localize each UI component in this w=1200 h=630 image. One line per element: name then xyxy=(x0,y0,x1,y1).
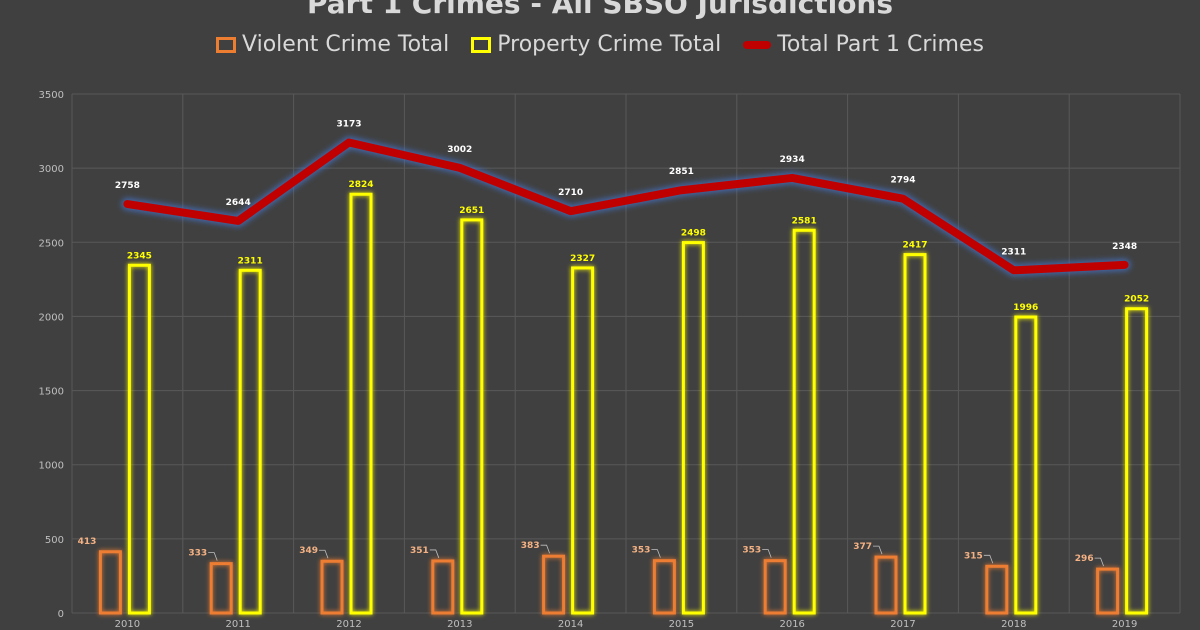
data-label-violent: 333 xyxy=(188,549,207,559)
bar-property xyxy=(127,263,151,615)
data-label-property: 2311 xyxy=(238,256,263,266)
legend-label-property: Property Crime Total xyxy=(497,32,722,57)
chart-title: Part 1 Crimes - All SBSO Jurisdictions xyxy=(306,0,894,20)
leader-line xyxy=(651,549,661,558)
data-label-violent: 315 xyxy=(964,551,983,561)
y-tick-label: 1000 xyxy=(39,461,64,472)
data-label-property: 2581 xyxy=(792,216,817,226)
y-tick-label: 2500 xyxy=(39,238,64,249)
data-label-property: 2327 xyxy=(570,254,595,264)
data-label-total: 2348 xyxy=(1112,242,1137,252)
data-label-violent: 377 xyxy=(853,542,872,552)
bar-property xyxy=(349,192,373,615)
bar-violent xyxy=(209,562,233,615)
leader-line xyxy=(319,549,329,559)
bar-violent xyxy=(874,555,898,615)
bar-property xyxy=(1014,315,1038,615)
bar-violent xyxy=(98,550,122,615)
bar-violent xyxy=(652,559,676,615)
data-label-violent: 353 xyxy=(742,546,761,556)
data-label-total: 2710 xyxy=(558,188,583,198)
data-label-total: 2794 xyxy=(890,176,915,186)
data-label-violent: 413 xyxy=(78,537,97,547)
data-label-total: 3002 xyxy=(447,145,472,155)
bar-property xyxy=(460,218,484,615)
x-tick-label: 2018 xyxy=(1001,619,1026,630)
x-tick-label: 2017 xyxy=(890,619,915,630)
y-tick-label: 2000 xyxy=(39,312,64,323)
legend-label-total: Total Part 1 Crimes xyxy=(777,32,984,57)
legend-swatch-property xyxy=(471,36,492,53)
bar-property xyxy=(681,241,705,615)
x-tick-label: 2015 xyxy=(669,619,694,630)
x-tick-label: 2014 xyxy=(558,619,583,630)
data-label-total: 2934 xyxy=(780,155,805,165)
bar-property xyxy=(792,228,816,615)
x-tick-label: 2011 xyxy=(225,619,250,630)
leader-line xyxy=(429,549,440,559)
leader-line xyxy=(873,545,883,555)
legend-item-property: Property Crime Total xyxy=(471,32,721,57)
x-tick-label: 2010 xyxy=(115,619,140,630)
data-label-total: 2851 xyxy=(669,167,694,177)
bar-violent xyxy=(1096,567,1120,615)
legend-swatch-total xyxy=(743,40,772,49)
bar-violent xyxy=(542,554,566,615)
data-label-property: 1996 xyxy=(1013,303,1038,313)
bar-violent xyxy=(985,564,1009,615)
data-label-total: 2311 xyxy=(1001,247,1026,257)
data-label-property: 2651 xyxy=(459,206,484,216)
bar-violent xyxy=(320,559,344,615)
bar-property xyxy=(571,266,595,615)
y-tick-label: 3500 xyxy=(39,90,64,101)
bar-property xyxy=(238,268,262,615)
data-label-property: 2345 xyxy=(127,251,152,261)
y-tick-label: 1500 xyxy=(39,387,64,398)
line-total xyxy=(123,138,1129,275)
data-label-property: 2498 xyxy=(681,229,706,239)
x-tick-label: 2016 xyxy=(779,619,804,630)
data-label-violent: 349 xyxy=(299,546,318,556)
leader-line xyxy=(983,554,994,564)
leader-line xyxy=(208,552,218,561)
x-tick-label: 2012 xyxy=(336,619,361,630)
data-label-violent: 383 xyxy=(521,541,540,551)
data-label-property: 2052 xyxy=(1124,295,1149,305)
y-tick-label: 0 xyxy=(58,609,64,620)
data-label-property: 2824 xyxy=(348,180,373,190)
legend-item-violent: Violent Crime Total xyxy=(216,32,449,57)
legend-item-total: Total Part 1 Crimes xyxy=(743,32,984,57)
x-tick-label: 2019 xyxy=(1112,619,1137,630)
bar-property xyxy=(903,253,927,615)
leader-line xyxy=(540,544,550,554)
data-label-violent: 296 xyxy=(1075,554,1094,564)
legend-swatch-violent xyxy=(216,36,237,53)
bar-property xyxy=(1125,307,1149,615)
data-label-violent: 353 xyxy=(632,546,651,556)
data-label-total: 3173 xyxy=(336,119,361,129)
data-label-total: 2758 xyxy=(115,181,140,191)
leader-line xyxy=(1094,557,1104,567)
data-label-total: 2644 xyxy=(226,198,251,208)
legend: Violent Crime Total Property Crime Total… xyxy=(0,32,1200,57)
bar-violent xyxy=(431,559,455,615)
bar-violent xyxy=(763,559,787,615)
legend-label-violent: Violent Crime Total xyxy=(242,32,450,57)
data-label-property: 2417 xyxy=(902,241,927,251)
data-label-violent: 351 xyxy=(410,546,429,556)
y-tick-label: 3000 xyxy=(39,164,64,175)
x-tick-label: 2013 xyxy=(447,619,472,630)
y-tick-label: 500 xyxy=(45,535,64,546)
leader-line xyxy=(762,549,772,558)
